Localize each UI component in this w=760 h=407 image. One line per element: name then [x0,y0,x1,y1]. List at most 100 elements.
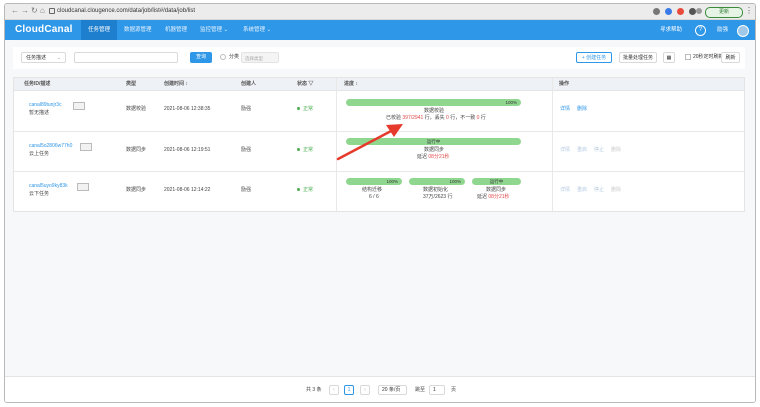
detail-text: 行 [479,115,486,121]
progress-stage: 数据初始化 [423,187,449,193]
detail-button[interactable]: 详情 [560,187,571,193]
page-1-button[interactable]: 1 [344,385,354,395]
batch-task-button[interactable]: 批量处理任务 [619,52,657,63]
tab-monitor-management[interactable]: 监控管理 ⌄ [200,27,229,33]
filter-field-value: 任务描述 [26,55,47,61]
status-text: 正常 [303,187,314,193]
status-badge: 正常 [297,106,313,113]
detail-text: 行，不一致 [448,115,477,121]
col-type: 类型 [126,81,137,87]
tab-task-management[interactable]: 任务管理 [81,20,118,40]
tab-datasource-management[interactable]: 数据源管理 [124,27,152,33]
help-icon[interactable]: ? [695,25,706,36]
progress-detail: 延迟 08分21秒 [417,154,450,161]
page-size-select[interactable]: 20 条/页 [378,385,407,395]
filter-field-select[interactable]: 任务描述 ⌄ [21,52,66,63]
col-created[interactable]: 创建时间 ↕ [164,81,188,87]
task-id-link[interactable]: canal89tunjr3c [29,102,62,108]
app-logo[interactable]: CloudCanal [15,24,73,35]
task-created: 2021-08-06 12:19:51 [164,147,211,153]
progress-detail: 已校验 397/2941 行，丢失 0 行，不一致 0 行 [386,115,486,122]
auto-refresh-checkbox[interactable] [685,54,691,60]
prev-page-button[interactable]: ‹ [329,385,339,395]
progress-stage: 数据校验 [424,108,445,114]
restart-button[interactable]: 重启 [577,187,588,193]
puzzle-icon[interactable] [689,8,696,15]
goto-label: 跳至 [415,387,426,393]
stop-button[interactable]: 停止 [594,187,605,193]
task-thumbnail [80,143,92,151]
extension-icon-1[interactable] [653,8,660,15]
stop-button[interactable]: 停止 [594,147,605,153]
refresh-button[interactable]: 刷新 [721,52,740,63]
reload-icon[interactable]: ↻ [31,6,38,15]
task-type: 数据校验 [126,106,147,112]
status-dot [297,148,300,152]
detail-value: 397/2941 [402,115,424,121]
detail-text: 行，丢失 [423,115,447,121]
status-dot [297,107,300,111]
detail-text: 延迟 [477,194,489,200]
col-task-id[interactable]: 任务ID/描述 [24,81,51,87]
detail-value: 08分21秒 [428,154,450,160]
task-thumbnail [77,183,89,191]
detail-value: 0 [446,115,449,121]
col-actions: 操作 [559,81,570,87]
task-creator: 励强 [241,187,252,193]
home-icon[interactable]: ⌂ [40,6,45,15]
col-status[interactable]: 状态 ▽ [297,81,314,87]
create-task-button[interactable]: + 创建任务 [576,52,612,63]
table-header: 任务ID/描述 类型 创建时间 ↕ 创建人 状态 ▽ 进度 ↕ 操作 [14,78,744,91]
task-id-link[interactable]: canal5o2806w77h0 [29,143,73,149]
task-thumbnail [73,102,85,110]
restart-button[interactable]: 重启 [577,147,588,153]
detail-button[interactable]: 详情 [560,106,571,112]
task-id-link[interactable]: canal5uyo9ky83k [29,183,68,189]
category-select[interactable]: 选择类型 [241,52,279,63]
page-suffix: 页 [451,387,457,393]
detail-text: 延迟 [417,154,429,160]
find-help-link[interactable]: 寻求帮助 [660,27,683,33]
status-dot [297,188,300,192]
delete-button[interactable]: 删除 [577,106,588,112]
extension-icon-2[interactable] [665,8,672,15]
progress-detail: 延迟 08分21秒 [477,194,510,201]
table-row: canal89tunjr3c 暂无描述 数据校验 2021-08-06 12:3… [14,91,744,132]
lock-icon [49,8,55,14]
back-icon[interactable]: ← [11,6,19,15]
progress-bar-structure: 100% [346,178,402,185]
detail-value: 08分21秒 [488,194,510,200]
update-button[interactable]: 更新 [705,7,743,18]
progress-detail: 37万/2623 行 [423,194,453,200]
table-row: canal5o2806w77h0 云上任务 数据同步 2021-08-06 12… [14,132,744,172]
search-input[interactable] [74,52,178,63]
username[interactable]: 励强 [717,27,729,33]
forward-icon[interactable]: → [21,6,29,15]
status-badge: 正常 [297,187,313,194]
progress-bar: 100% [346,99,521,106]
more-icon[interactable]: ⋮ [745,6,753,15]
col-progress[interactable]: 进度 ↕ [344,81,358,87]
detail-button[interactable]: 详情 [560,147,571,153]
tab-machine-management[interactable]: 机器管理 [165,27,188,33]
tab-system-management[interactable]: 系统管理 ⌄ [243,27,272,33]
profile-icon[interactable] [696,8,702,14]
grid-view-button[interactable]: ▦ [663,52,675,63]
delete-button[interactable]: 删除 [611,187,622,193]
delete-button[interactable]: 删除 [611,147,622,153]
category-radio[interactable] [220,54,226,60]
query-button[interactable]: 查询 [190,52,212,63]
avatar[interactable] [737,25,749,37]
extension-icon-3[interactable] [677,8,684,15]
task-creator: 励强 [241,106,252,112]
address-bar[interactable]: cloudcanal.clougence.com/data/job/list#/… [57,8,196,14]
progress-stage: 数据同步 [486,187,507,193]
grid-icon: ▦ [666,55,672,61]
progress-bar-sync: 运行中 [472,178,521,185]
next-page-button[interactable]: › [360,385,370,395]
category-label: 分类 [229,54,240,60]
progress-stage: 数据同步 [424,147,445,153]
task-type: 数据同步 [126,147,147,153]
goto-page-input[interactable]: 1 [429,385,445,395]
task-table: 任务ID/描述 类型 创建时间 ↕ 创建人 状态 ▽ 进度 ↕ 操作 canal… [13,77,745,212]
